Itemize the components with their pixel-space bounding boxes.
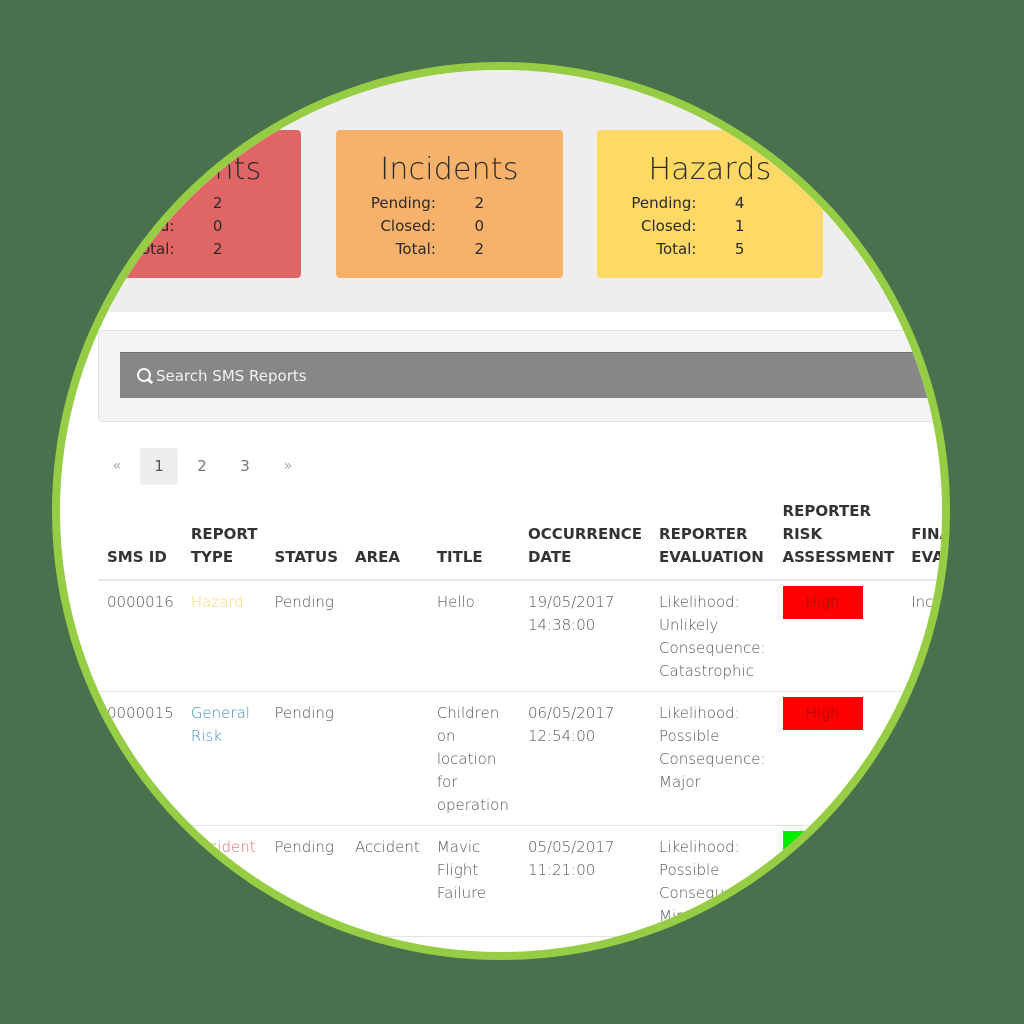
table-row[interactable]: 0000015 General Risk Pending Children on… <box>98 691 942 826</box>
cell-reporter-evaluation: Likelihood: Possible Consequence: Minor <box>650 825 774 937</box>
cell-sms-id: 0000014 <box>98 825 182 937</box>
pending-count: 2 <box>212 194 223 212</box>
pagination-prev[interactable]: « <box>112 458 122 474</box>
col-title[interactable]: TITLE <box>427 500 519 581</box>
table-row[interactable]: 0000016 Hazard Pending Hello 19/05/2017 1… <box>98 580 942 692</box>
cell-sms-id <box>98 936 182 952</box>
cell-occurrence-date: 06/05/2017 12:54:00 <box>518 691 651 826</box>
cell-area: Accident <box>346 825 428 937</box>
cell-area: Security <box>346 936 428 952</box>
cell-final-evaluation: I <box>902 691 942 826</box>
cell-risk: High <box>773 691 903 826</box>
closed-label: Closed: <box>380 217 436 235</box>
col-final-evaluation[interactable]: FINALEVALUATION <box>902 500 942 581</box>
cell-final-evaluation: Incomplete <box>902 580 942 692</box>
search-input[interactable]: Search SMS Reports <box>120 352 942 398</box>
total-label: Total: <box>395 240 436 258</box>
pending-label: Pending: <box>109 194 175 212</box>
pending-label: Pending: <box>631 194 697 212</box>
pending-label: Pending: <box>370 194 436 212</box>
stat-card-title: Incidents <box>380 152 519 187</box>
pagination-page-2[interactable]: 2 <box>197 457 207 475</box>
cell-risk <box>773 936 903 952</box>
circle-frame: Accidents Pending: 2 Closed: 0 Total: 2 Inc… <box>60 70 942 952</box>
total-count: 5 <box>734 240 745 258</box>
total-label: Total: <box>656 240 697 258</box>
closed-count: 0 <box>474 217 485 235</box>
total-count: 2 <box>212 240 223 258</box>
cell-risk: High <box>773 580 903 692</box>
col-report-type[interactable]: REPORT TYPE <box>181 500 266 581</box>
cell-status: Pending <box>265 580 346 692</box>
cell-area <box>346 580 428 692</box>
pagination-page-3[interactable]: 3 <box>240 457 250 475</box>
table-header-row: SMS ID REPORT TYPE STATUS AREA TITLE OCCU… <box>98 500 942 581</box>
cell-title: Spectator <box>427 936 519 952</box>
pagination-page-1[interactable]: 1 <box>140 448 178 485</box>
risk-badge-high: High <box>782 697 863 730</box>
total-count: 2 <box>474 240 485 258</box>
cell-reporter-evaluation: Likelihood: Unlikely Consequence: Catastrop… <box>650 580 774 692</box>
cell-report-type[interactable]: General Risk <box>181 691 266 826</box>
stat-card-hazards[interactable]: Hazards Pending: 4 Closed: 1 Total: 5 <box>597 130 823 278</box>
cell-area <box>346 691 428 826</box>
col-sms-id[interactable]: SMS ID <box>98 500 182 581</box>
pagination-next[interactable]: » <box>283 458 293 474</box>
search-icon <box>137 368 151 382</box>
risk-badge-high: High <box>782 586 863 619</box>
col-status[interactable]: STATUS <box>265 500 346 581</box>
col-reporter-risk-assessment[interactable]: REPORTER RISK ASSESSMENT <box>773 500 903 581</box>
cell-status: Pending <box>265 825 346 937</box>
cell-risk: Medium <box>773 825 903 937</box>
risk-badge-medium: Medium <box>782 831 863 864</box>
stat-card-title: Hazards <box>648 152 772 187</box>
cell-report-type[interactable] <box>181 936 266 952</box>
cell-final-evaluation <box>902 936 942 952</box>
col-reporter-evaluation[interactable]: REPORTER EVALUATION <box>650 500 774 581</box>
sms-reports-table: SMS ID REPORT TYPE STATUS AREA TITLE OCCU… <box>98 500 942 952</box>
cell-reporter-evaluation <box>650 936 774 952</box>
table-row[interactable]: 0000014 Accident Pending Accident Mavic … <box>98 825 942 937</box>
cell-report-type[interactable]: Accident <box>181 825 266 937</box>
pending-count: 4 <box>734 194 745 212</box>
cell-title: Children on location for operation <box>427 691 519 826</box>
cell-occurrence-date: 19/05/2017 14:38:00 <box>518 580 651 692</box>
cell-sms-id: 0000015 <box>98 691 182 826</box>
cell-occurrence-date: 05/05/2017 11:21:00 <box>518 825 651 937</box>
stat-card-accidents[interactable]: Accidents Pending: 2 Closed: 0 Total: 2 <box>75 130 301 278</box>
stat-card-incidents[interactable]: Incidents Pending: 2 Closed: 0 Total: 2 <box>336 130 563 278</box>
cell-report-type[interactable]: Hazard <box>181 580 266 692</box>
sms-dashboard-page: Accidents Pending: 2 Closed: 0 Total: 2 Inc… <box>60 70 942 952</box>
cell-final-evaluation <box>902 825 942 937</box>
cell-title: Mavic Flight Failure <box>427 825 519 937</box>
total-label: Total: <box>134 240 175 258</box>
cell-status: Pending <box>265 691 346 826</box>
cell-title: Hello <box>427 580 519 692</box>
cell-status <box>265 936 346 952</box>
closed-count: 1 <box>734 217 745 235</box>
cell-sms-id: 0000016 <box>98 580 182 692</box>
closed-label: Closed: <box>119 217 175 235</box>
stat-card-title: Accidents <box>114 152 262 187</box>
closed-label: Closed: <box>641 217 697 235</box>
col-occurrence-date[interactable]: OCCURRENCE DATE <box>518 500 651 581</box>
pending-count: 2 <box>474 194 485 212</box>
closed-count: 0 <box>212 217 223 235</box>
cell-reporter-evaluation: Likelihood: Possible Consequence: Major <box>650 691 774 826</box>
col-area[interactable]: AREA <box>346 500 428 581</box>
